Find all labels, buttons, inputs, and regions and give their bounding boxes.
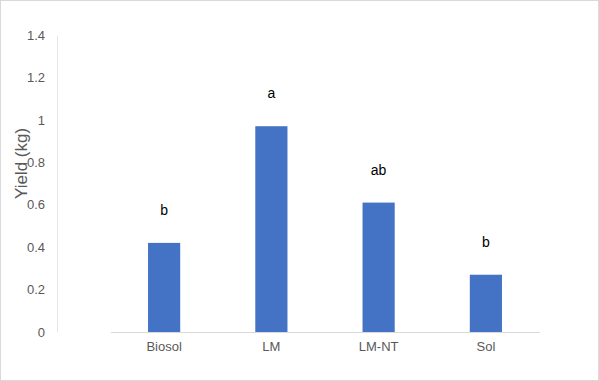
y-axis: 0 0.2 0.4 0.6 0.8 1 1.2 1.4 <box>27 28 58 340</box>
y-tick: 0.2 <box>27 282 57 297</box>
y-tick: 0.8 <box>27 155 57 170</box>
x-axis-line <box>111 332 540 333</box>
y-axis-line <box>57 36 58 333</box>
y-tick-label: 1.4 <box>27 28 45 43</box>
x-tick-label: Sol <box>476 339 495 354</box>
y-tick: 1.2 <box>27 70 57 85</box>
annotation: b <box>482 234 490 250</box>
annotation: ab <box>371 162 387 178</box>
x-tick: LM <box>262 332 280 354</box>
bar <box>255 126 287 332</box>
chart-border <box>1 1 599 381</box>
y-tick-label: 1 <box>38 113 45 128</box>
x-tick-label: Biosol <box>146 339 182 354</box>
bars <box>148 126 502 332</box>
y-tick: 1.4 <box>27 28 57 43</box>
y-tick-label: 1.2 <box>27 70 45 85</box>
y-tick-label: 0.2 <box>27 282 45 297</box>
annotations: b a ab b <box>160 85 490 250</box>
annotation: b <box>160 202 168 218</box>
x-tick: LM-NT <box>359 332 399 354</box>
x-tick: Biosol <box>146 332 182 354</box>
bar <box>363 203 395 332</box>
x-tick-label: LM <box>262 339 280 354</box>
y-tick-label: 0 <box>38 325 45 340</box>
annotation: a <box>267 85 275 101</box>
chart: 0 0.2 0.4 0.6 0.8 1 1.2 1.4 Biosol LM LM-NT Sol b a ab… <box>0 0 599 381</box>
bar <box>470 275 502 332</box>
bar <box>148 243 180 332</box>
x-axis: Biosol LM LM-NT Sol <box>111 332 540 354</box>
y-tick-label: 0.4 <box>27 240 45 255</box>
y-axis-title: Yield (kg) <box>12 128 31 199</box>
x-tick-label: LM-NT <box>359 339 399 354</box>
x-tick: Sol <box>476 332 495 354</box>
y-tick: 0.6 <box>27 197 57 212</box>
y-tick: 1 <box>38 113 57 128</box>
y-tick: 0 <box>38 325 57 340</box>
y-tick: 0.4 <box>27 240 57 255</box>
